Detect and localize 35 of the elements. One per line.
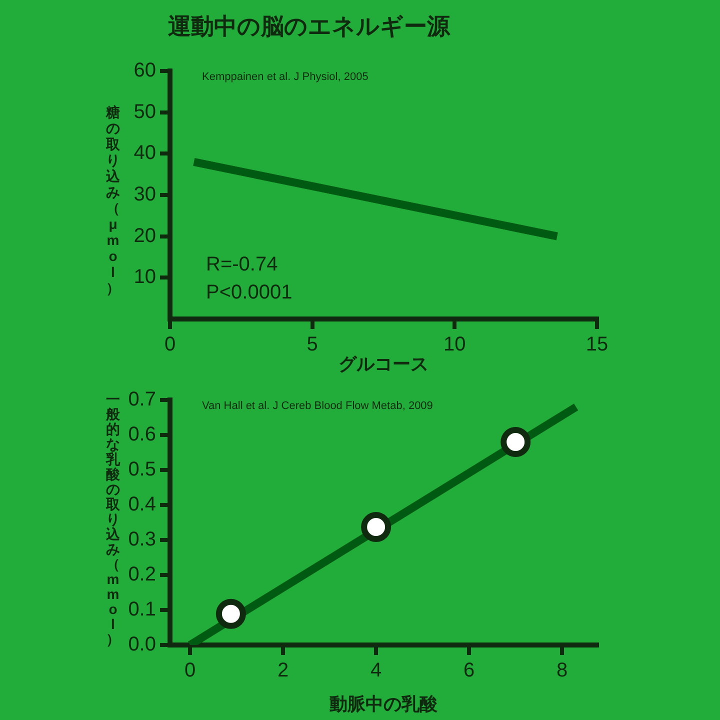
point — [500, 427, 531, 457]
annotation: R=-0.74 — [206, 254, 278, 276]
y-tick-label: 0.2 — [128, 564, 156, 586]
y-tick-label: 0.0 — [128, 634, 156, 656]
y-tick-label: 0.7 — [128, 388, 156, 411]
point — [361, 512, 392, 542]
y-tick-label: 60 — [134, 60, 156, 82]
x-axis-title: グルコース — [338, 354, 428, 374]
x-tick-label: 2 — [277, 660, 289, 682]
text: 一般的な乳酸の取り込み（mmol） — [106, 391, 120, 647]
annotation: Kemppainen et al. J Physiol, 2005 — [202, 71, 368, 84]
y-tick-label: 0.5 — [128, 458, 156, 481]
annotation: Van Hall et al. J Cereb Blood Flow Metab, 2009 — [202, 400, 433, 412]
y-tick-label: 0.3 — [128, 528, 156, 551]
x-tick-label: 5 — [306, 334, 318, 356]
point — [216, 598, 246, 629]
y-tick-label: 40 — [134, 142, 156, 164]
text: 糖の取り込み（μmol） — [106, 104, 120, 296]
x-tick-label: 4 — [370, 660, 382, 682]
annotation: P<0.0001 — [206, 282, 292, 304]
y-tick-label: 10 — [134, 266, 156, 288]
y-tick-label: 20 — [134, 224, 156, 247]
x-tick-label: 8 — [556, 660, 568, 682]
y-tick-label: 50 — [134, 100, 156, 123]
x-tick-label: 15 — [586, 334, 608, 356]
y-tick-label: 0.4 — [128, 494, 156, 516]
x-tick-label: 10 — [444, 334, 466, 356]
y-tick-label: 0.6 — [128, 424, 156, 446]
y-tick-label: 30 — [134, 184, 156, 206]
x-tick-label: 6 — [464, 660, 475, 682]
x-tick-label: 0 — [164, 334, 176, 356]
x-tick-label: 0 — [184, 660, 196, 682]
chart-title: 運動中の脳のエネルギー源 — [168, 12, 450, 41]
x-axis-title: 動脈中の乳酸 — [328, 694, 438, 714]
y-tick-label: 0.1 — [128, 598, 156, 621]
